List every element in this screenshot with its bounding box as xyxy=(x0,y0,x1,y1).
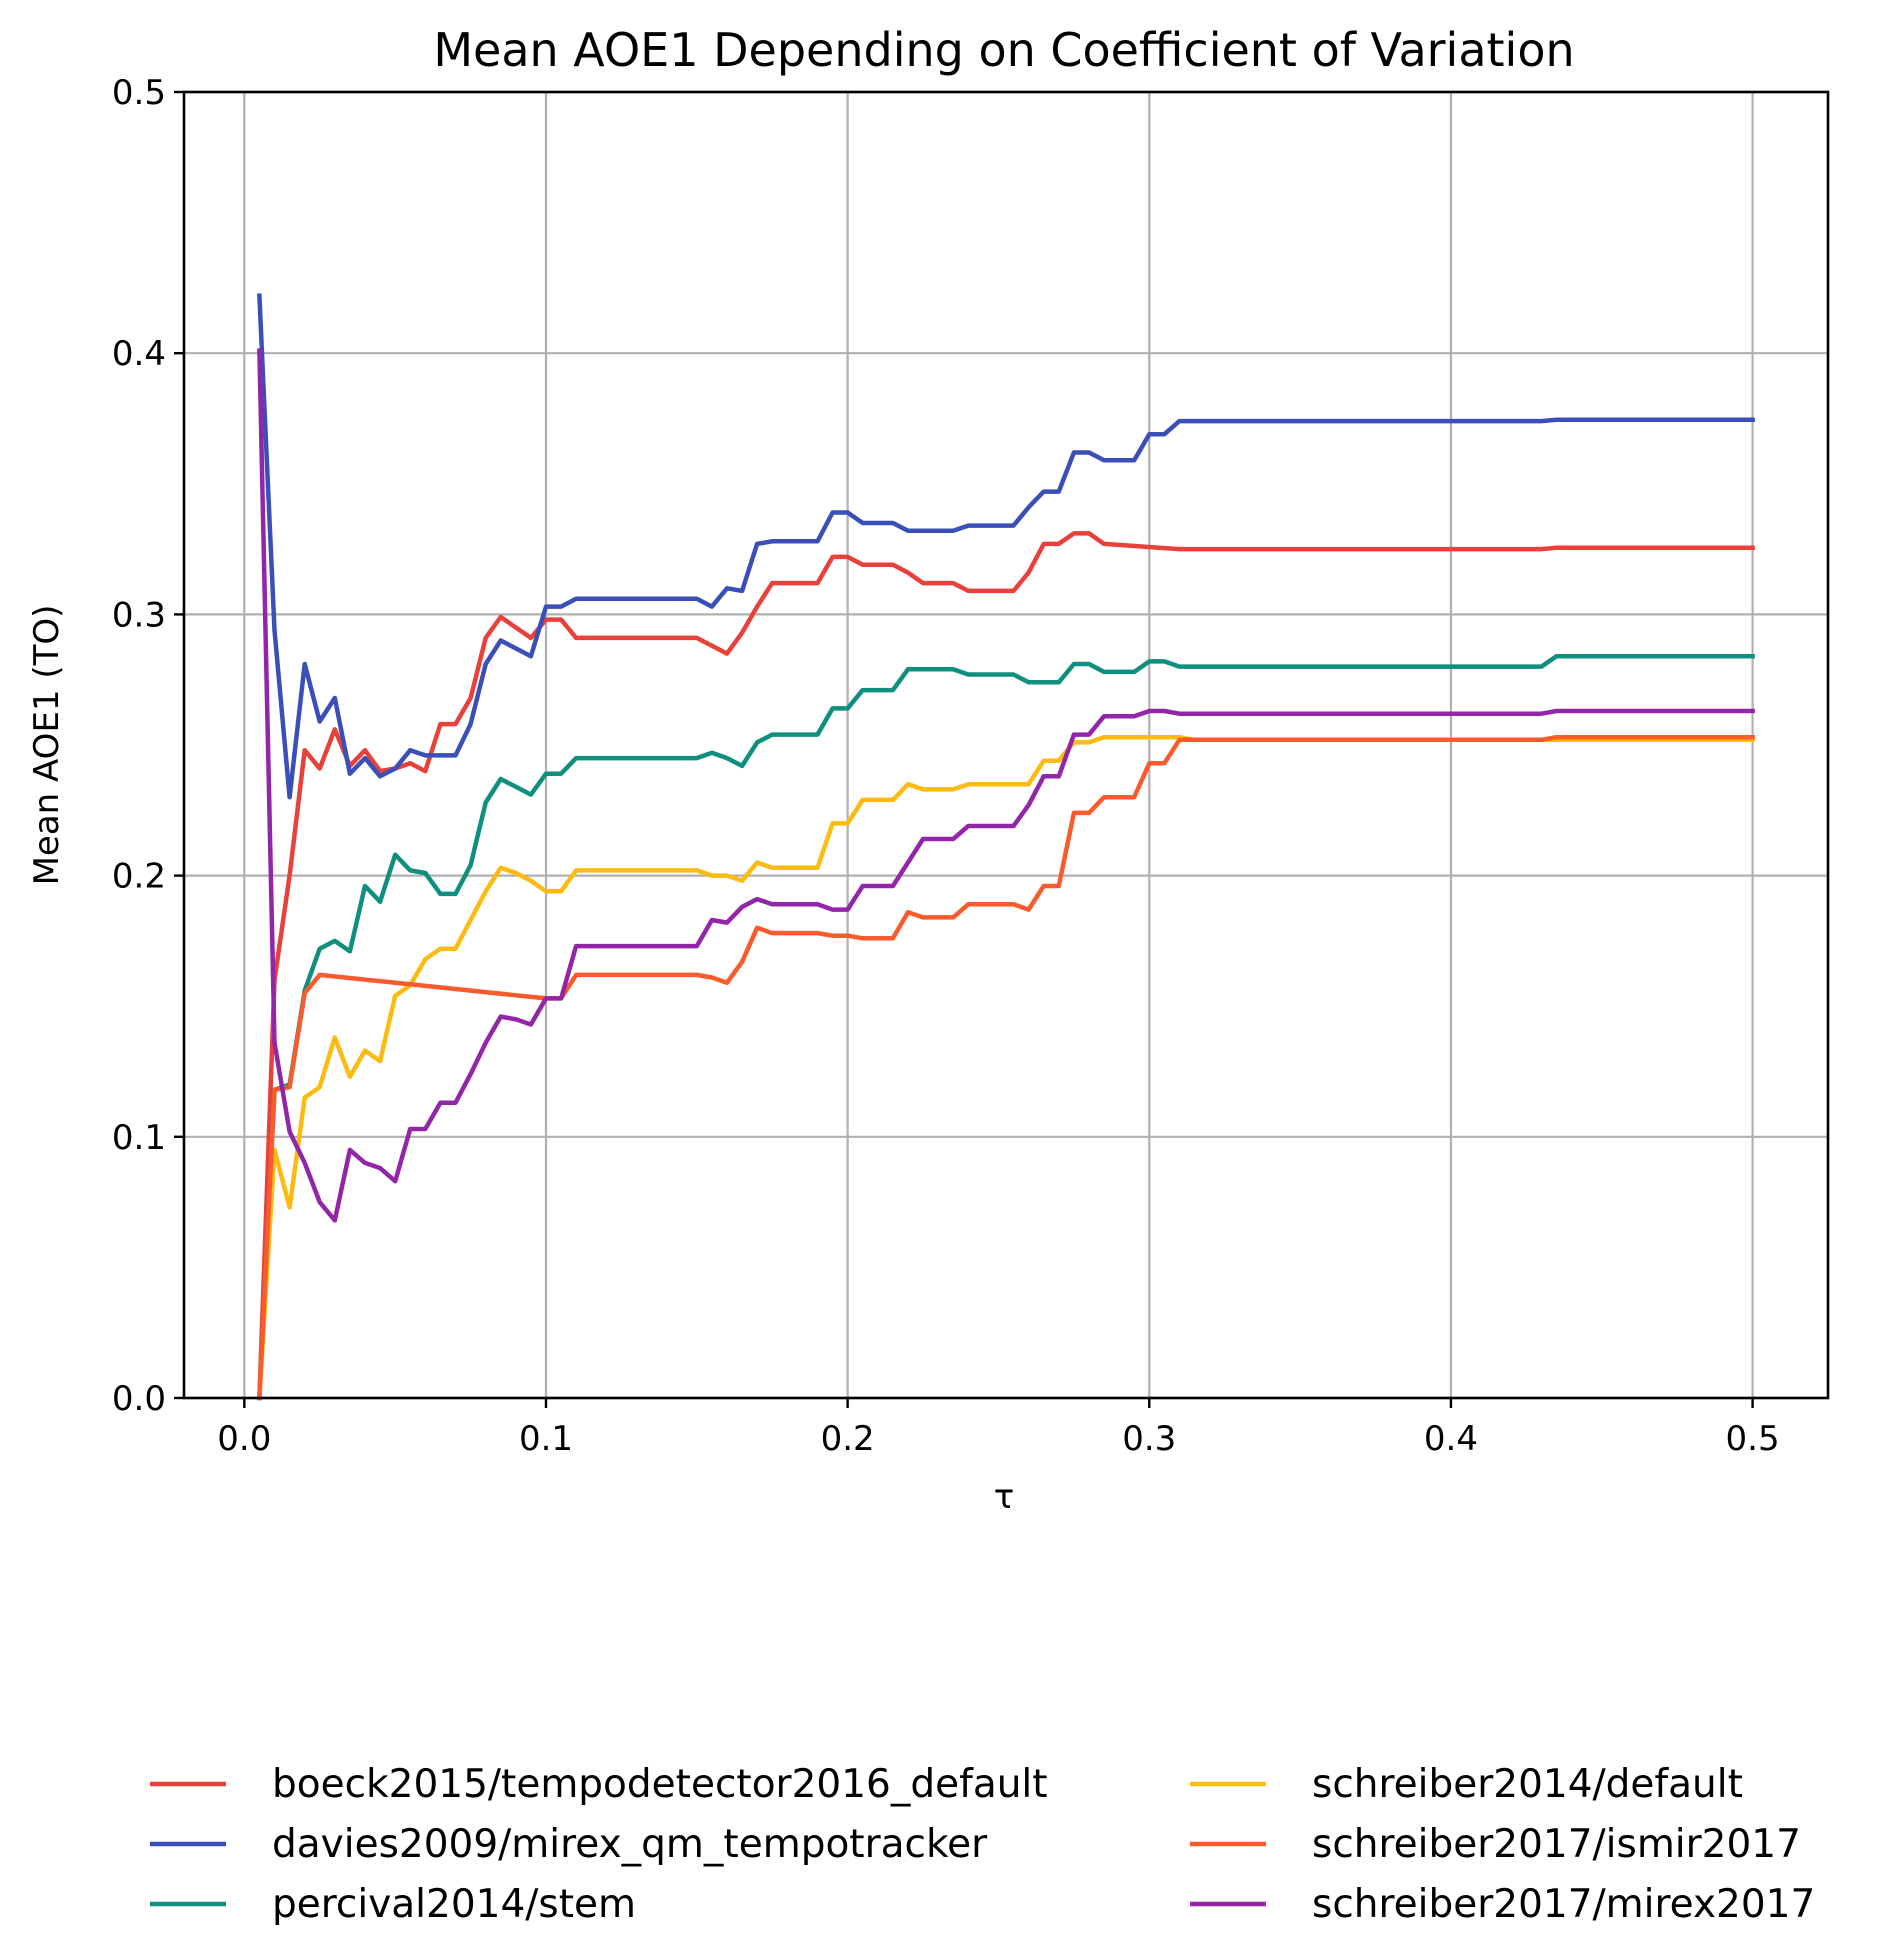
series-line-2 xyxy=(257,293,1755,800)
series-line-6 xyxy=(257,348,1755,1223)
legend-entry-label: percival2014/stem xyxy=(272,1882,636,1927)
axis-ticks: 0.0 0.1 0.2 0.3 0.4 0.5 0.0 0.1 0.2 0.3 0.4 0.5 xyxy=(112,73,1780,1459)
x-tick-label: 0.4 xyxy=(1424,1419,1478,1459)
y-tick-label: 0.1 xyxy=(112,1118,166,1158)
y-tick-label: 0.3 xyxy=(112,595,166,635)
x-tick-label: 0.0 xyxy=(217,1419,271,1459)
chart-title: Mean AOE1 Depending on Coefficient of Va… xyxy=(433,23,1574,77)
y-tick-label: 0.0 xyxy=(112,1379,166,1419)
legend-entry-label: schreiber2017/mirex2017 xyxy=(1312,1882,1815,1927)
x-tick-label: 0.1 xyxy=(519,1419,573,1459)
y-tick-label: 0.2 xyxy=(112,857,166,897)
data-series xyxy=(257,293,1755,1401)
series-line-3 xyxy=(257,653,1755,1401)
legend: boeck2015/tempodetector2016_defaultdavie… xyxy=(150,1762,1815,1927)
x-axis-label: τ xyxy=(994,1477,1014,1517)
series-line-1 xyxy=(257,531,1755,1401)
x-tick-label: 0.3 xyxy=(1122,1419,1176,1459)
y-tick-label: 0.4 xyxy=(112,334,166,374)
legend-entry-label: davies2009/mirex_qm_tempotracker xyxy=(272,1822,988,1867)
y-axis-label: Mean AOE1 (TO) xyxy=(27,605,67,886)
legend-entry-label: boeck2015/tempodetector2016_default xyxy=(272,1762,1048,1807)
plot-frame xyxy=(182,90,1830,1400)
x-tick-label: 0.5 xyxy=(1726,1419,1780,1459)
legend-entry-label: schreiber2017/ismir2017 xyxy=(1312,1822,1801,1867)
series-line-4 xyxy=(257,734,1755,1401)
x-tick-label: 0.2 xyxy=(821,1419,875,1459)
y-tick-label: 0.5 xyxy=(112,73,166,113)
legend-entry-label: schreiber2014/default xyxy=(1312,1762,1743,1807)
